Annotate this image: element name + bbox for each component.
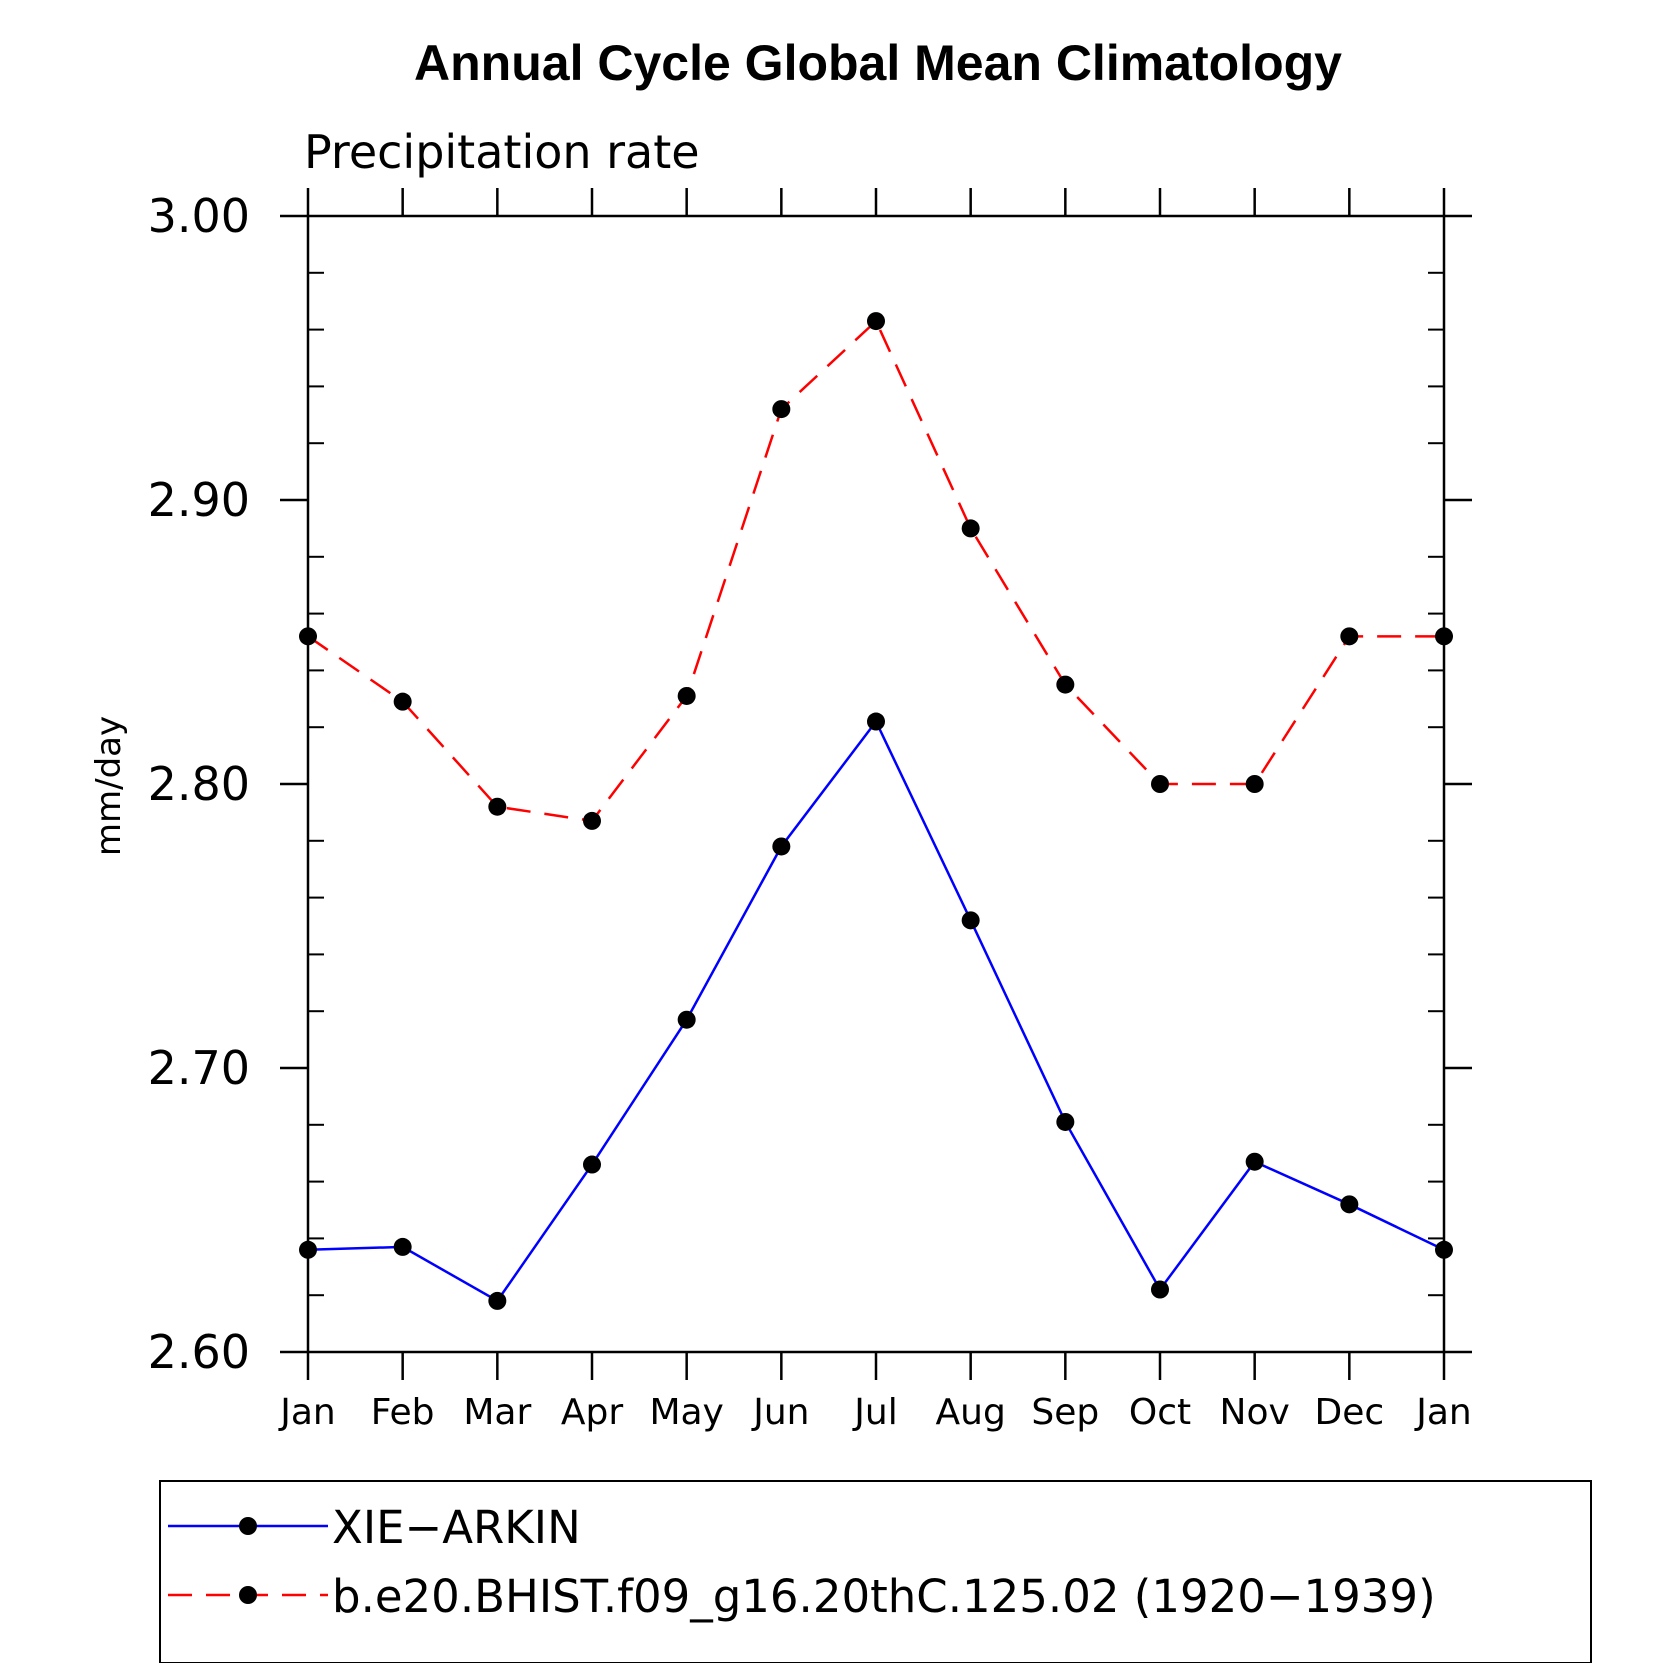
x-tick-label: May (649, 1392, 723, 1433)
data-point (961, 911, 980, 930)
data-point (961, 519, 980, 538)
y-tick-label: 2.60 (148, 1325, 250, 1379)
x-tick-label: Jul (852, 1392, 897, 1433)
x-tick-label: Jan (278, 1392, 336, 1433)
data-point (393, 1237, 412, 1256)
data-point (772, 400, 791, 419)
series-line (307, 318, 1444, 823)
plot-frame (306, 214, 1446, 1354)
data-point (1151, 775, 1169, 793)
x-tick-label: Jan (1414, 1392, 1472, 1433)
data-point (1245, 1152, 1264, 1171)
data-point (1056, 675, 1075, 694)
y-axis-label: mm/day (89, 716, 129, 856)
data-point (488, 797, 507, 816)
data-point (1435, 627, 1453, 646)
data-point (1340, 627, 1359, 646)
data-point (299, 1240, 317, 1259)
legend-label: XIE−ARKIN (332, 1501, 581, 1554)
data-point (1245, 775, 1264, 793)
x-tick-label: Jun (751, 1392, 809, 1433)
data-point (677, 1010, 696, 1029)
x-tick-label: Nov (1220, 1392, 1290, 1433)
legend-items: XIE−ARKIN b.e20.BHIST.f09_g16.20thC.125.0… (168, 1501, 1436, 1623)
legend-box (159, 1480, 1592, 1663)
x-tick-label: Oct (1129, 1392, 1191, 1433)
data-point (299, 627, 317, 646)
data-point (772, 837, 791, 856)
data-point (867, 712, 885, 731)
legend-marker (239, 1586, 257, 1604)
data-point (393, 692, 412, 711)
x-tick-label: Mar (463, 1392, 531, 1433)
legend-label: b.e20.BHIST.f09_g16.20thC.125.02 (1920−1… (332, 1570, 1436, 1623)
legend: XIE−ARKIN b.e20.BHIST.f09_g16.20thC.125.0… (159, 1480, 1592, 1663)
data-point (583, 811, 601, 830)
data-point (488, 1291, 507, 1310)
data-point (867, 312, 885, 331)
chart-subtitle: Precipitation rate (304, 125, 700, 179)
y-tick-label: 2.90 (148, 473, 250, 527)
series-line (307, 719, 1445, 1303)
axis-ticks (280, 188, 1472, 1380)
y-tick-label: 2.70 (148, 1041, 250, 1095)
y-tick-label: 2.80 (148, 757, 250, 811)
data-point (583, 1155, 601, 1174)
x-tick-label: Dec (1314, 1392, 1384, 1433)
data-point (677, 686, 696, 705)
legend-marker (239, 1517, 257, 1535)
chart-title: Annual Cycle Global Mean Climatology (414, 35, 1342, 91)
data-point (1151, 1280, 1169, 1299)
data-point (1435, 1240, 1453, 1259)
x-tick-label: Apr (561, 1392, 623, 1433)
data-point (1340, 1195, 1359, 1214)
data-point (1056, 1112, 1075, 1131)
axis-tick-labels: Jan Feb Mar Apr May Jun Jul Aug Sep Oct Nov Dec Jan 2… (148, 189, 1472, 1433)
y-tick-label: 3.00 (148, 189, 250, 243)
series-layer (299, 312, 1453, 1310)
x-tick-label: Aug (936, 1392, 1006, 1433)
x-tick-label: Feb (371, 1392, 435, 1433)
x-tick-label: Sep (1031, 1392, 1099, 1433)
